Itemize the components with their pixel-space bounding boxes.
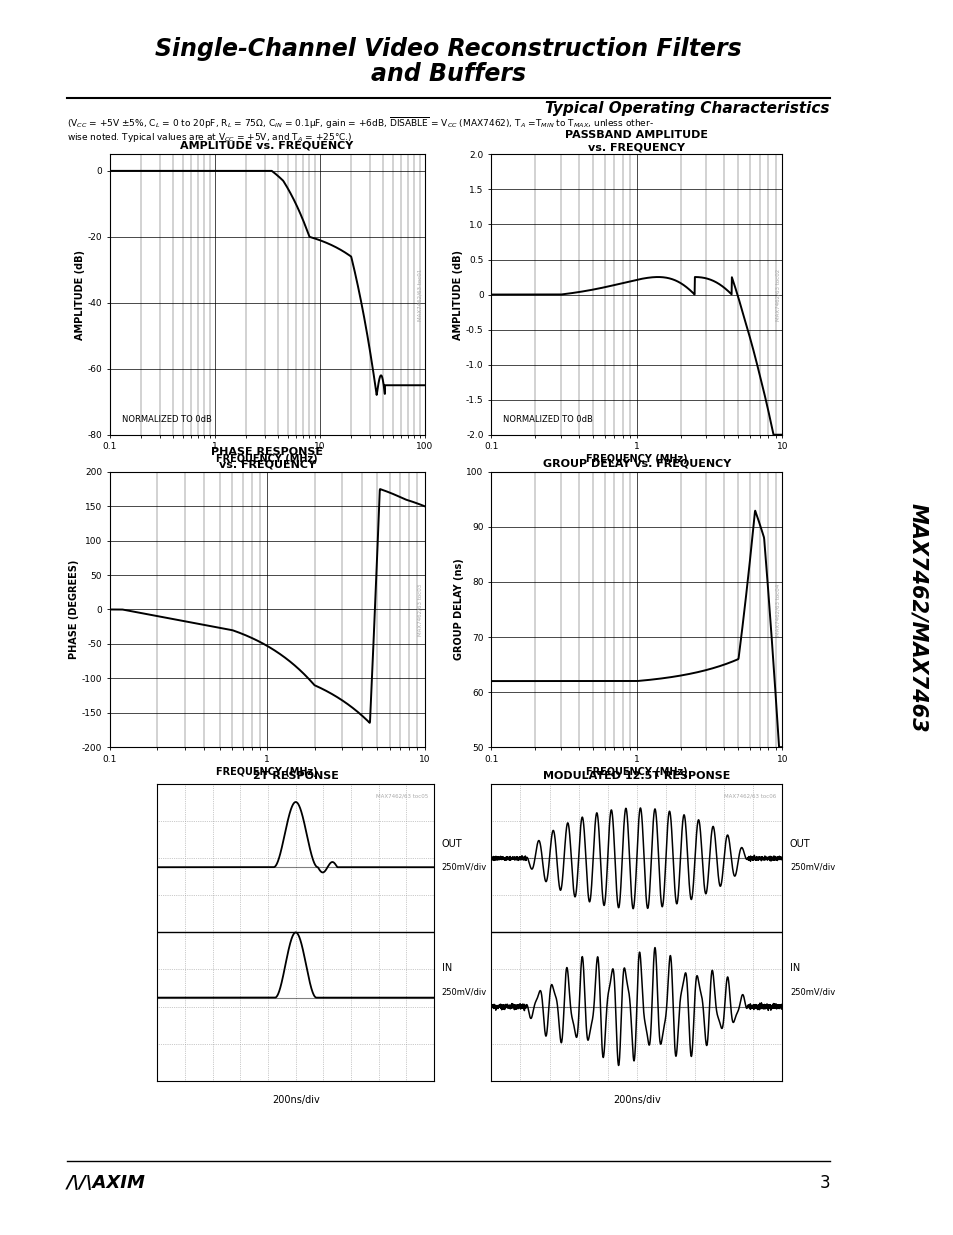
Text: MAX7462/63 toc06: MAX7462/63 toc06 (723, 793, 776, 798)
Text: MAX7462/63 toc03: MAX7462/63 toc03 (417, 583, 422, 636)
X-axis label: FREQUENCY (MHz): FREQUENCY (MHz) (216, 454, 317, 464)
Text: MAX7462/63 toc04: MAX7462/63 toc04 (775, 583, 780, 636)
Text: 200ns/div: 200ns/div (612, 1095, 660, 1105)
Text: 250mV/div: 250mV/div (441, 987, 486, 997)
Text: /\/\AXIM: /\/\AXIM (67, 1174, 146, 1192)
Title: GROUP DELAY vs. FREQUENCY: GROUP DELAY vs. FREQUENCY (542, 458, 730, 468)
Text: MAX7462/MAX7463: MAX7462/MAX7463 (907, 503, 926, 732)
Text: NORMALIZED TO 0dB: NORMALIZED TO 0dB (122, 415, 212, 424)
Text: OUT: OUT (441, 839, 462, 848)
Text: Typical Operating Characteristics: Typical Operating Characteristics (545, 101, 829, 116)
Title: MODULATED 12.5T RESPONSE: MODULATED 12.5T RESPONSE (542, 771, 730, 781)
Text: NORMALIZED TO 0dB: NORMALIZED TO 0dB (502, 415, 592, 424)
Y-axis label: AMPLITUDE (dB): AMPLITUDE (dB) (453, 249, 463, 340)
Y-axis label: GROUP DELAY (ns): GROUP DELAY (ns) (454, 558, 463, 661)
Text: OUT: OUT (789, 839, 810, 848)
Text: (V$_{CC}$ = +5V ±5%, C$_L$ = 0 to 20pF, R$_L$ = 75Ω, C$_{IN}$ = 0.1μF, gain = +6: (V$_{CC}$ = +5V ±5%, C$_L$ = 0 to 20pF, … (67, 116, 653, 131)
Title: PASSBAND AMPLITUDE
vs. FREQUENCY: PASSBAND AMPLITUDE vs. FREQUENCY (565, 130, 707, 152)
X-axis label: FREQUENCY (MHz): FREQUENCY (MHz) (585, 767, 687, 777)
Text: 250mV/div: 250mV/div (441, 863, 486, 872)
Y-axis label: PHASE (DEGREES): PHASE (DEGREES) (69, 559, 79, 659)
Text: MAX7462/63 toc05: MAX7462/63 toc05 (375, 793, 428, 798)
Text: 250mV/div: 250mV/div (789, 987, 834, 997)
Text: wise noted. Typical values are at V$_{CC}$ = +5V, and T$_A$ = +25°C.): wise noted. Typical values are at V$_{CC… (67, 131, 352, 143)
Text: IN: IN (441, 963, 452, 973)
Title: AMPLITUDE vs. FREQUENCY: AMPLITUDE vs. FREQUENCY (180, 141, 354, 151)
Text: and Buffers: and Buffers (371, 62, 525, 86)
X-axis label: FREQUENCY (MHz): FREQUENCY (MHz) (216, 767, 317, 777)
Text: MAX7462/63 toc02: MAX7462/63 toc02 (775, 268, 780, 321)
Title: PHASE RESPONSE
vs. FREQUENCY: PHASE RESPONSE vs. FREQUENCY (211, 447, 323, 469)
Text: 250mV/div: 250mV/div (789, 863, 834, 872)
X-axis label: FREQUENCY (MHz): FREQUENCY (MHz) (585, 454, 687, 464)
Text: 200ns/div: 200ns/div (272, 1095, 319, 1105)
Text: Single-Channel Video Reconstruction Filters: Single-Channel Video Reconstruction Filt… (154, 37, 741, 62)
Text: MAX7462/63 toc01: MAX7462/63 toc01 (417, 268, 422, 321)
Title: 2T RESPONSE: 2T RESPONSE (253, 771, 338, 781)
Y-axis label: AMPLITUDE (dB): AMPLITUDE (dB) (74, 249, 85, 340)
Text: 3: 3 (819, 1174, 829, 1192)
Text: IN: IN (789, 963, 800, 973)
